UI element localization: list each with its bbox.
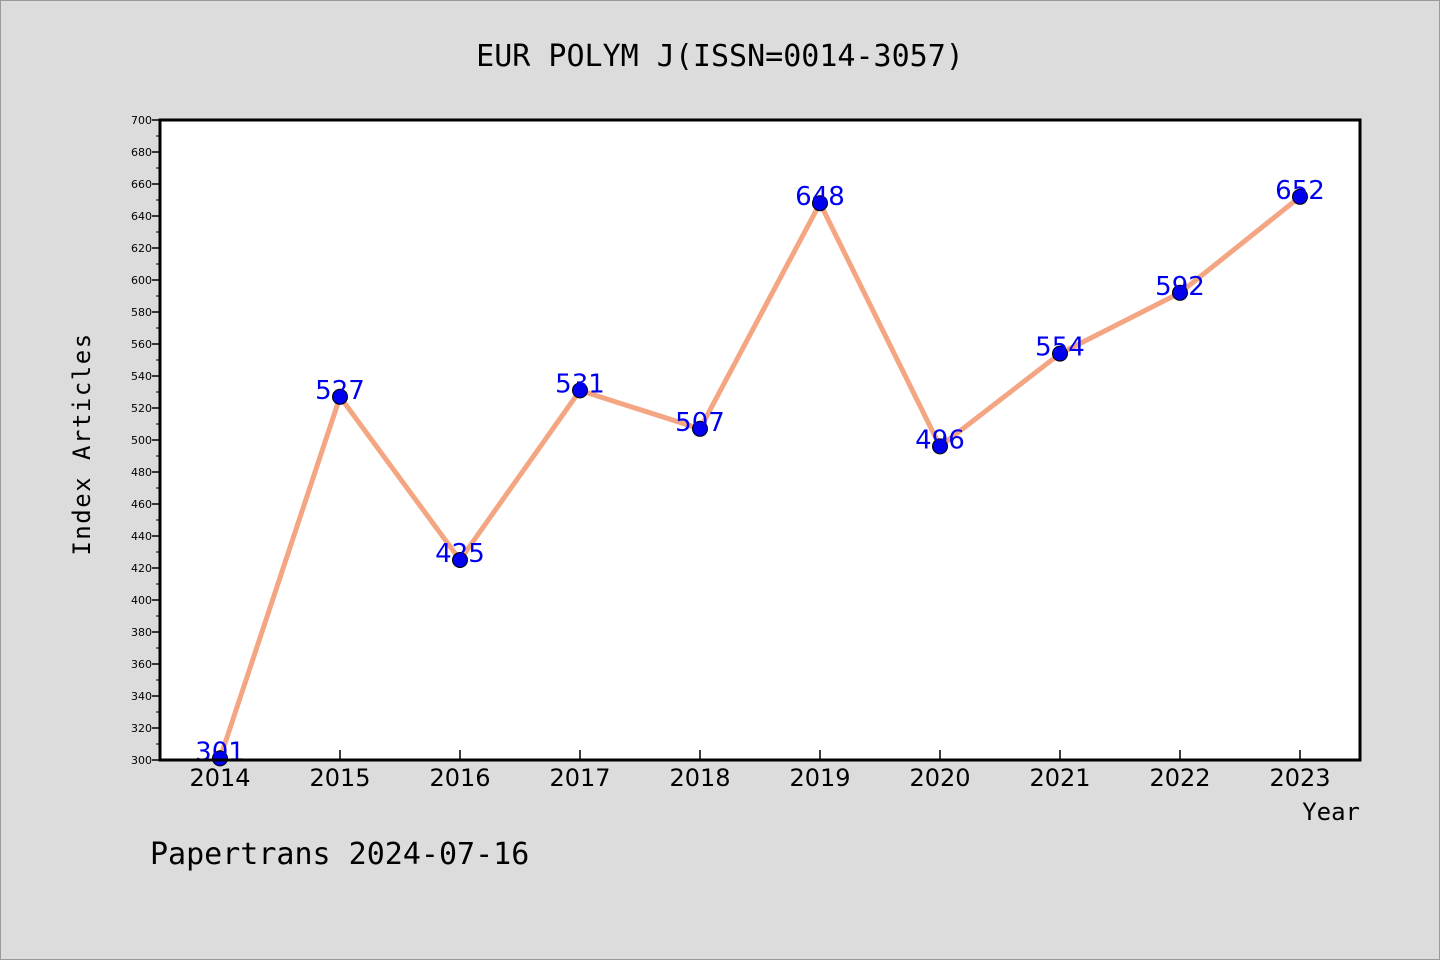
x-tick-label: 2019 (789, 764, 850, 792)
y-tick-label: 340 (131, 690, 152, 703)
plot-area (160, 120, 1360, 760)
x-tick-label: 2015 (309, 764, 370, 792)
data-point (812, 195, 828, 212)
data-point (212, 750, 228, 767)
source-annotation: Papertrans 2024-07-16 (150, 837, 529, 872)
series-lines (217, 194, 1303, 761)
y-tick-label: 460 (131, 498, 152, 511)
x-axis-tick-labels: 2014 2015 2016 2017 2018 2019 2020 2021 2022 2023 (189, 764, 1330, 792)
data-label: 592 (1155, 272, 1205, 302)
plot-frame (158, 118, 1362, 762)
y-tick-label: 700 (131, 114, 152, 127)
y-tick-label: 660 (131, 178, 152, 191)
data-label: 425 (435, 539, 485, 569)
data-point (692, 420, 708, 437)
chart-title: EUR POLYM J(ISSN=0014-3057) (476, 39, 964, 74)
data-label: 496 (915, 425, 965, 455)
data-point (1172, 284, 1188, 301)
data-point (572, 382, 588, 399)
data-label: 527 (315, 376, 365, 406)
data-label: 507 (675, 408, 725, 438)
y-tick-label: 580 (131, 306, 152, 319)
data-point (332, 388, 348, 405)
x-tick-label: 2023 (1269, 764, 1330, 792)
y-axis-tick-labels: 300 320 340 360 380 400 420 440 460 480 500 520 540 5… (131, 114, 152, 767)
y-tick-label: 480 (131, 466, 152, 479)
y-tick-label: 440 (131, 530, 152, 543)
y-tick-label: 300 (131, 754, 152, 767)
x-tick-label: 2016 (429, 764, 490, 792)
data-point (1052, 345, 1068, 362)
y-tick-label: 620 (131, 242, 152, 255)
x-tick-label: 2020 (909, 764, 970, 792)
x-tick-label: 2021 (1029, 764, 1090, 792)
y-tick-label: 600 (131, 274, 152, 287)
series-markers (212, 188, 1308, 767)
data-point (932, 438, 948, 455)
y-axis-label: Index Articles (68, 332, 96, 555)
y-tick-label: 420 (131, 562, 152, 575)
x-tick-label: 2017 (549, 764, 610, 792)
x-tick-label: 2018 (669, 764, 730, 792)
series-line (217, 194, 1303, 761)
y-tick-label: 520 (131, 402, 152, 415)
y-tick-label: 540 (131, 370, 152, 383)
data-label: 652 (1275, 176, 1325, 206)
data-label: 301 (195, 737, 245, 767)
x-tick-label: 2014 (189, 764, 250, 792)
y-tick-label: 500 (131, 434, 152, 447)
data-label: 648 (795, 182, 845, 212)
data-point (452, 552, 468, 568)
y-tick-label: 560 (131, 338, 152, 351)
y-tick-label: 380 (131, 626, 152, 639)
x-tick-label: 2022 (1149, 764, 1210, 792)
y-tick-label: 320 (131, 722, 152, 735)
y-tick-label: 680 (131, 146, 152, 159)
x-axis-label: Year (1302, 798, 1360, 826)
data-labels: 301 527 425 531 507 648 496 554 592 652 (195, 176, 1325, 768)
data-point (1292, 188, 1308, 205)
data-label: 554 (1035, 333, 1085, 363)
y-tick-label: 400 (131, 594, 152, 607)
y-tick-label: 360 (131, 658, 152, 671)
data-label: 531 (555, 369, 605, 399)
y-tick-label: 640 (131, 210, 152, 223)
